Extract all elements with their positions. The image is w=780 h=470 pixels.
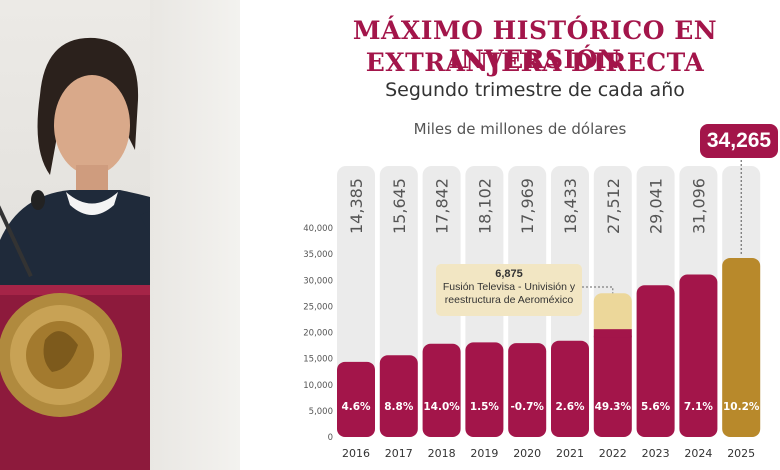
y-tick-label: 10,000 [303,381,333,391]
x-tick-label: 2022 [599,447,627,460]
chart-title-line-1: MÁXIMO HISTÓRICO EN INVERSIÓN [352,16,718,74]
bar [679,274,718,437]
growth-label: 1.5% [470,401,500,413]
y-tick-label: 0 [328,433,333,443]
bar-value-label: 27,512 [604,178,623,234]
bar [593,329,632,437]
growth-label: 7.1% [684,401,714,413]
bar [379,355,418,437]
bar [722,257,761,437]
bar-stack-joint [593,329,632,338]
x-tick-label: 2018 [428,447,456,460]
units-label: Miles de millones de dólares [413,120,627,138]
record-value-badge: 34,265 [700,124,778,158]
growth-label: 4.6% [341,401,371,413]
speaker-photo [0,0,240,470]
x-tick-label: 2020 [513,447,541,460]
x-tick-label: 2025 [727,447,755,460]
growth-label: -0.7% [510,401,544,413]
annotation-2022-value: 6,875 [495,268,523,280]
x-tick-label: 2021 [556,447,584,460]
growth-label: 10.2% [723,401,760,413]
bar-value-label: 17,969 [518,178,537,234]
bar-value-label: 17,842 [433,178,452,234]
bar [508,343,547,437]
annotation-2022-note: Fusión Televisa - Univisión y reestructu… [442,281,576,306]
bar-stacked-extra [593,293,632,336]
growth-label: 5.6% [641,401,671,413]
annotation-2022-box: 6,875 Fusión Televisa - Univisión y rees… [436,264,582,316]
bar [636,285,675,437]
growth-label: 49.3% [595,401,632,413]
y-tick-label: 30,000 [303,276,333,286]
bar-value-label: 18,433 [561,178,580,234]
y-tick-label: 20,000 [303,329,333,339]
bar-value-label: 14,385 [347,178,366,234]
photo-background-panel [150,0,240,470]
bar [551,340,589,437]
growth-label: 2.6% [555,401,585,413]
y-tick-label: 40,000 [303,224,333,234]
x-tick-label: 2019 [470,447,498,460]
x-tick-label: 2017 [385,447,413,460]
y-tick-label: 25,000 [303,302,333,312]
chart-title-line-2: EXTRANJERA DIRECTA [365,48,705,77]
bar [465,342,504,437]
bar-value-label: 15,645 [390,178,409,234]
y-tick-label: 5,000 [309,407,333,417]
x-tick-label: 2024 [684,447,712,460]
x-tick-label: 2016 [342,447,370,460]
bar-value-label: 31,096 [689,178,708,234]
chart-subtitle: Segundo trimestre de cada año [385,79,685,101]
y-tick-label: 15,000 [303,355,333,365]
growth-label: 8.8% [384,401,414,413]
growth-label: 14.0% [423,401,460,413]
y-tick-label: 35,000 [303,250,333,260]
bar-value-label: 18,102 [475,178,494,234]
x-tick-label: 2023 [642,447,670,460]
bar [337,361,375,437]
bar [422,343,461,437]
bar-value-label: 29,041 [647,178,666,234]
